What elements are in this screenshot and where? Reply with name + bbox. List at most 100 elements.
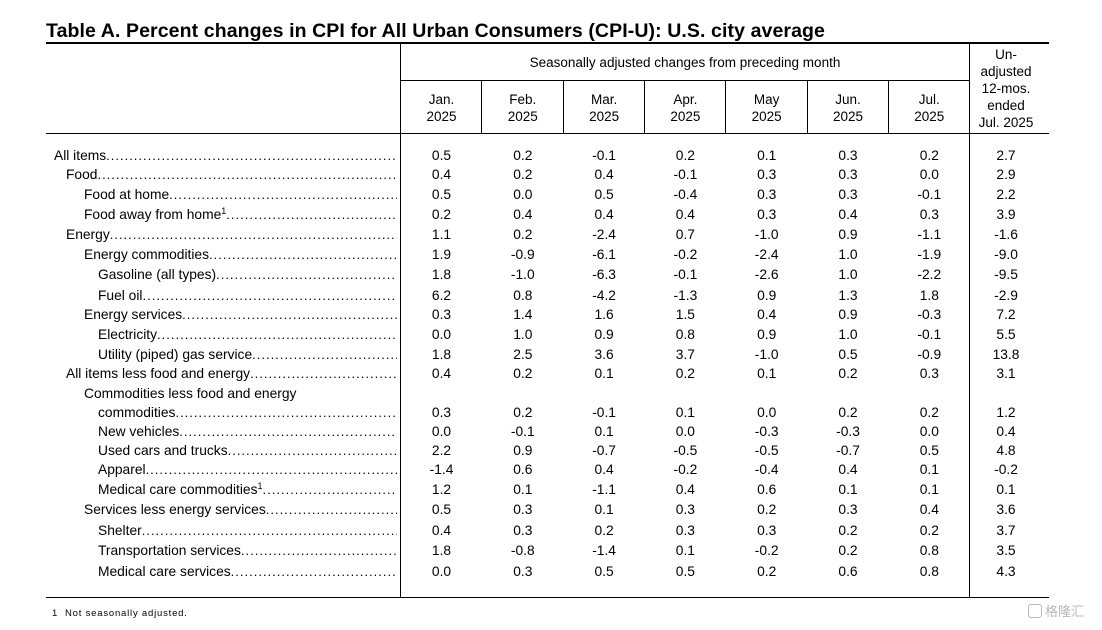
value-cell: 0.3 bbox=[431, 307, 452, 322]
value-cell: 0.1 bbox=[513, 482, 533, 497]
value-cell: 0.0 bbox=[919, 167, 939, 182]
value-cell: 0.3 bbox=[675, 502, 695, 517]
value-cell: 0.2 bbox=[919, 405, 939, 420]
row-label-text: All items bbox=[54, 148, 107, 163]
unadjusted-header-line: Un- bbox=[995, 47, 1017, 62]
leader-dots: ........................................… bbox=[265, 502, 397, 517]
unadjusted-value-cell: 13.8 bbox=[992, 347, 1020, 362]
month-label: Mar. bbox=[590, 92, 618, 107]
month-header: Apr. 2025 bbox=[645, 84, 726, 132]
value-cell: 0.5 bbox=[431, 502, 452, 517]
year-label: 2025 bbox=[914, 109, 945, 124]
value-cell: 0.4 bbox=[675, 482, 695, 497]
leader-dots: ........................................… bbox=[252, 347, 397, 362]
leader-dots: ........................................… bbox=[109, 227, 397, 242]
value-cell: 1.0 bbox=[513, 327, 533, 342]
row-label-text: Medical care services bbox=[98, 564, 231, 579]
value-cell: 0.0 bbox=[675, 424, 695, 439]
footnote-ref: 1 bbox=[221, 206, 227, 216]
leader-dots: ........................................… bbox=[179, 424, 397, 439]
value-cell: 0.2 bbox=[919, 148, 939, 163]
value-cell: 0.9 bbox=[594, 327, 614, 342]
month-label: Jan. bbox=[428, 92, 455, 107]
value-cell: 0.4 bbox=[513, 207, 533, 222]
value-cell: 0.8 bbox=[675, 327, 695, 342]
leader-dots: ........................................… bbox=[145, 462, 397, 477]
value-cell: 0.6 bbox=[838, 564, 858, 579]
row-label-text: Utility (piped) gas service bbox=[98, 347, 253, 362]
row-label: Shelter.................................… bbox=[98, 521, 397, 541]
leader-dots: ........................................… bbox=[230, 564, 397, 579]
unadjusted-value-cell: -1.6 bbox=[994, 227, 1018, 242]
value-cell: -2.4 bbox=[592, 227, 616, 242]
month-divider bbox=[888, 81, 889, 133]
leader-dots: ........................................… bbox=[142, 288, 397, 303]
value-cell: 0.4 bbox=[757, 307, 777, 322]
row-label-text: Food away from home bbox=[84, 207, 222, 222]
value-cell: 0.3 bbox=[757, 187, 777, 202]
value-cell: -0.2 bbox=[673, 462, 698, 477]
value-cell: 0.1 bbox=[675, 405, 695, 420]
row-label: Food away from home1....................… bbox=[84, 205, 397, 225]
seasonally-adjusted-header: Seasonally adjusted changes from precedi… bbox=[529, 54, 841, 70]
value-cell: 0.2 bbox=[838, 543, 858, 558]
value-cell: 0.1 bbox=[919, 482, 939, 497]
logo-icon bbox=[1028, 604, 1042, 618]
bottom-rule bbox=[46, 597, 1049, 598]
value-cell: -0.8 bbox=[510, 543, 535, 558]
row-label: New vehicles............................… bbox=[98, 422, 397, 442]
value-cell: 0.0 bbox=[431, 424, 452, 439]
value-cell: 2.2 bbox=[431, 443, 452, 458]
value-cell: -1.1 bbox=[592, 482, 616, 497]
value-cell: 0.0 bbox=[513, 187, 533, 202]
value-cell: -0.7 bbox=[592, 443, 616, 458]
row-label-text: Used cars and trucks bbox=[98, 443, 228, 458]
row-label: Gasoline (all types)....................… bbox=[98, 265, 397, 285]
value-cell: 0.1 bbox=[594, 366, 614, 381]
value-cell: 0.2 bbox=[757, 564, 777, 579]
value-cell: -1.0 bbox=[510, 267, 535, 282]
leader-dots: ........................................… bbox=[97, 167, 397, 182]
unadjusted-value-cell: 2.2 bbox=[996, 187, 1016, 202]
value-cell: 0.5 bbox=[594, 187, 614, 202]
value-cell: 0.5 bbox=[675, 564, 695, 579]
value-cell: 0.1 bbox=[594, 424, 614, 439]
month-header: May 2025 bbox=[726, 84, 807, 132]
value-cell: 0.2 bbox=[675, 148, 695, 163]
value-cell: 0.4 bbox=[838, 207, 858, 222]
row-label: Energy commodities......................… bbox=[84, 245, 397, 265]
top-rule bbox=[46, 42, 1049, 44]
row-label: Medical care services...................… bbox=[98, 562, 397, 582]
value-cell: -0.3 bbox=[917, 307, 942, 322]
value-cell: 0.1 bbox=[757, 366, 777, 381]
value-cell: 0.4 bbox=[594, 207, 614, 222]
value-cell: 1.3 bbox=[838, 288, 858, 303]
sa-header-rule bbox=[401, 80, 969, 81]
value-cell: 1.0 bbox=[838, 327, 858, 342]
value-cell: 0.5 bbox=[431, 148, 452, 163]
row-label: Electricity.............................… bbox=[98, 325, 397, 345]
value-cell: 0.3 bbox=[838, 148, 858, 163]
value-cell: -2.4 bbox=[754, 247, 779, 262]
value-cell: 0.3 bbox=[757, 523, 777, 538]
leader-dots: ........................................… bbox=[250, 366, 397, 381]
value-cell: 0.2 bbox=[594, 523, 614, 538]
unadjusted-value-cell: 2.7 bbox=[996, 148, 1016, 163]
value-cell: -0.4 bbox=[673, 187, 698, 202]
value-cell: -1.4 bbox=[429, 462, 454, 477]
value-cell: 0.9 bbox=[838, 227, 858, 242]
value-cell: -2.6 bbox=[754, 267, 779, 282]
unadjusted-header-line: adjusted bbox=[980, 64, 1032, 79]
month-divider bbox=[725, 81, 726, 133]
value-cell: 1.4 bbox=[513, 307, 533, 322]
unadjusted-value-cell: 3.7 bbox=[996, 523, 1016, 538]
month-header: Jul. 2025 bbox=[889, 84, 970, 132]
value-cell: 0.4 bbox=[594, 167, 614, 182]
row-label: Energy services.........................… bbox=[84, 305, 397, 325]
leader-dots: ........................................… bbox=[141, 523, 397, 538]
row-label-text: Food bbox=[66, 167, 98, 182]
row-label-text: commodities bbox=[98, 405, 176, 420]
row-label-text: Apparel bbox=[98, 462, 146, 477]
value-cell: 2.5 bbox=[513, 347, 533, 362]
value-cell: 0.4 bbox=[838, 462, 858, 477]
